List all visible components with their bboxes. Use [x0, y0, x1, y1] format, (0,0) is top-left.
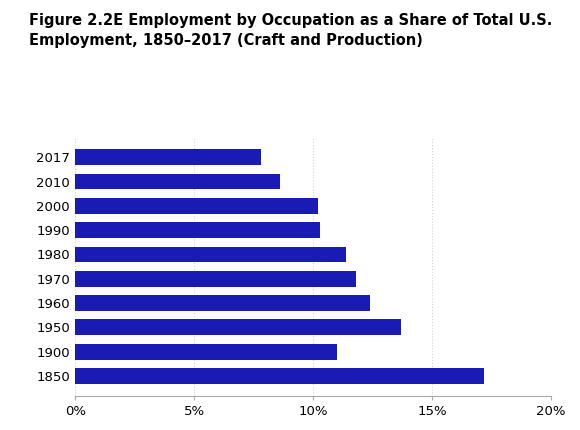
- Bar: [75, 319, 401, 335]
- Text: Figure 2.2E Employment by Occupation as a Share of Total U.S.
Employment, 1850–2: Figure 2.2E Employment by Occupation as …: [29, 13, 552, 48]
- Bar: [75, 222, 320, 238]
- Bar: [75, 149, 261, 165]
- Bar: [75, 246, 346, 262]
- Bar: [75, 271, 356, 287]
- Bar: [75, 295, 370, 311]
- Bar: [75, 344, 337, 359]
- Bar: [75, 174, 280, 190]
- Bar: [75, 198, 318, 214]
- Bar: [75, 368, 484, 384]
